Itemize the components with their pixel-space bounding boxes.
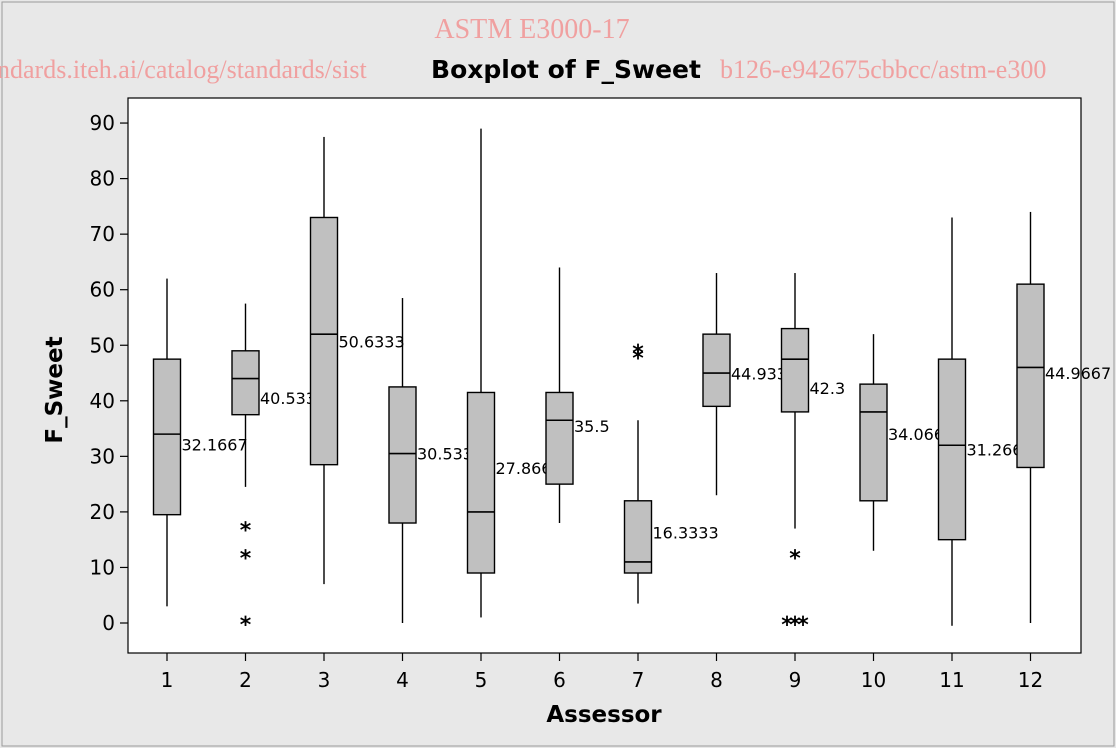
- outlier-point: *: [632, 346, 644, 371]
- outlier-point: *: [632, 341, 644, 366]
- mean-label: 44.9333: [731, 364, 797, 383]
- x-tick-label: 8: [710, 668, 723, 692]
- mean-label: 42.3: [810, 379, 846, 398]
- box-assessor-12: 44.9667: [1016, 211, 1111, 623]
- plot-area: [127, 97, 1082, 654]
- iqr-box: [859, 383, 888, 502]
- iqr-box: [545, 391, 574, 485]
- mean-label: 32.1667: [182, 435, 248, 454]
- iqr-box: [466, 391, 496, 574]
- x-tick-label: 11: [939, 668, 964, 692]
- outlier-point: *: [789, 546, 801, 571]
- y-axis: 0 10 20 30 40 50 60 70 80 90: [90, 111, 128, 635]
- box-assessor-5: 27.8667: [466, 128, 562, 618]
- box-assessor-2: 40.5333***: [231, 303, 326, 638]
- y-tick-label: 20: [90, 500, 115, 524]
- y-tick-label: 10: [90, 555, 115, 579]
- box-assessor-1: 32.1667: [152, 278, 248, 607]
- x-tick-label: 7: [632, 668, 645, 692]
- outlier-point: *: [781, 613, 793, 638]
- y-tick-label: 0: [102, 611, 115, 635]
- iqr-box: [152, 358, 182, 516]
- iqr-box: [309, 216, 339, 466]
- x-tick-label: 2: [239, 668, 252, 692]
- x-tick-label: 1: [161, 668, 174, 692]
- box-assessor-10: 34.0667: [859, 334, 954, 551]
- iqr-box: [1016, 283, 1045, 469]
- box-assessor-11: 31.2667: [937, 217, 1033, 626]
- y-tick-label: 50: [90, 333, 115, 357]
- box-assessor-7: 16.3333 **: [623, 341, 719, 604]
- iqr-box: [780, 327, 810, 413]
- y-tick-label: 80: [90, 167, 115, 191]
- mean-label: 40.5333: [260, 389, 326, 408]
- watermark-url-right: b126-e942675cbbcc/astm-e300: [720, 55, 1046, 84]
- x-tick-label: 3: [318, 668, 331, 692]
- x-tick-label: 10: [861, 668, 886, 692]
- mean-label: 16.3333: [653, 523, 719, 542]
- mean-label: 44.9667: [1045, 364, 1111, 383]
- mean-label: 30.5333: [417, 444, 483, 463]
- outlier-point: *: [240, 519, 252, 544]
- y-tick-label: 40: [90, 389, 115, 413]
- mean-label: 35.5: [574, 417, 610, 436]
- outlier-point: *: [240, 613, 252, 638]
- box-assessor-6: 35.5: [545, 267, 610, 524]
- x-axis-title: Assessor: [546, 702, 662, 728]
- y-axis-title: F_Sweet: [42, 336, 68, 443]
- x-axis: 1 2 3 4 5 6 7 8 9 10 11 12: [161, 653, 1043, 692]
- y-tick-label: 30: [90, 444, 115, 468]
- outlier-point: *: [240, 546, 252, 571]
- mean-label: 50.6333: [339, 333, 405, 352]
- box-assessor-9: 42.3****: [780, 273, 846, 638]
- box-assessor-4: 30.5333: [388, 298, 483, 623]
- x-tick-label: 5: [475, 668, 488, 692]
- mean-label: 31.2667: [967, 440, 1033, 459]
- chart-title: Boxplot of F_Sweet: [431, 55, 701, 84]
- watermark-line-1: ASTM E3000-17: [434, 14, 629, 45]
- y-tick-label: 60: [90, 278, 115, 302]
- box-assessor-8: 44.9333: [702, 273, 797, 496]
- x-tick-label: 12: [1018, 668, 1043, 692]
- box-assessor-3: 50.6333: [309, 136, 405, 585]
- iqr-box: [937, 358, 967, 541]
- iqr-box: [623, 500, 653, 574]
- y-tick-label: 90: [90, 111, 115, 135]
- outlier-point: *: [797, 613, 809, 638]
- watermark-url-left: ndards.iteh.ai/catalog/standards/sist: [0, 55, 367, 84]
- y-tick-label: 70: [90, 222, 115, 246]
- x-tick-label: 9: [789, 668, 802, 692]
- x-tick-label: 4: [396, 668, 409, 692]
- x-tick-label: 6: [553, 668, 566, 692]
- boxes-layer: 32.166740.5333***50.633330.533327.866735…: [152, 128, 1111, 638]
- mean-label: 27.8667: [496, 459, 562, 478]
- iqr-box: [388, 386, 417, 524]
- mean-label: 34.0667: [888, 425, 954, 444]
- iqr-box: [702, 333, 731, 408]
- iqr-box: [231, 350, 260, 416]
- outlier-point: *: [789, 613, 801, 638]
